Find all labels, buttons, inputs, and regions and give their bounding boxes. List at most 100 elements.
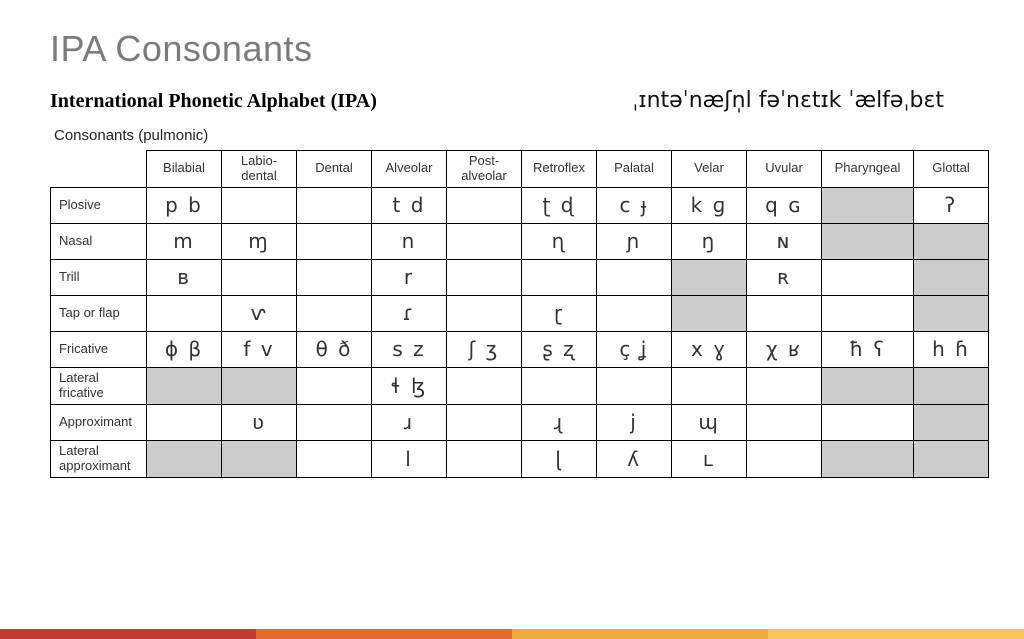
symbol-cell: ɬ ɮ <box>372 367 447 404</box>
symbol-cell: ʀ <box>747 259 822 295</box>
column-header: Pharyngeal <box>822 151 914 188</box>
symbol-cell: ʎ <box>597 440 672 477</box>
column-header: Bilabial <box>147 151 222 188</box>
column-header: Labio-dental <box>222 151 297 188</box>
column-header: Glottal <box>914 151 989 188</box>
symbol-cell <box>147 404 222 440</box>
shaded-cell <box>914 259 989 295</box>
shaded-cell <box>147 367 222 404</box>
row-header: Plosive <box>51 187 147 223</box>
column-header: Retroflex <box>522 151 597 188</box>
table-row: Fricativeɸ βf vθ ðs zʃ ʒʂ ʐç ʝx ɣχ ʁħ ʕh… <box>51 331 989 367</box>
symbol-cell: θ ð <box>297 331 372 367</box>
table-row: Plosivep bt dʈ ɖc ɟk ɡq ɢʔ <box>51 187 989 223</box>
shaded-cell <box>147 440 222 477</box>
symbol-cell: r <box>372 259 447 295</box>
symbol-cell: ɾ <box>372 295 447 331</box>
row-header: Lateralapproximant <box>51 440 147 477</box>
shaded-cell <box>672 295 747 331</box>
symbol-cell: ɲ <box>597 223 672 259</box>
table-row: Lateralfricative ɬ ɮ <box>51 367 989 404</box>
symbol-cell: ʋ <box>222 404 297 440</box>
footer-segment <box>0 629 256 639</box>
slide-title: IPA Consonants <box>50 28 974 70</box>
symbol-cell <box>297 223 372 259</box>
symbol-cell: c ɟ <box>597 187 672 223</box>
symbol-cell <box>147 295 222 331</box>
symbol-cell: j <box>597 404 672 440</box>
symbol-cell: ɽ <box>522 295 597 331</box>
subheading: Consonants (pulmonic) <box>54 127 974 144</box>
row-header: Approximant <box>51 404 147 440</box>
shaded-cell <box>822 367 914 404</box>
symbol-cell <box>447 187 522 223</box>
table-row: Trillʙ r ʀ <box>51 259 989 295</box>
symbol-cell: ɱ <box>222 223 297 259</box>
symbol-cell: ɳ <box>522 223 597 259</box>
column-header: Alveolar <box>372 151 447 188</box>
symbol-cell <box>822 404 914 440</box>
symbol-cell <box>297 404 372 440</box>
symbol-cell: ʈ ɖ <box>522 187 597 223</box>
table-row: Approximant ʋ ɹ ɻjɰ <box>51 404 989 440</box>
symbol-cell <box>447 295 522 331</box>
slide: IPA Consonants International Phonetic Al… <box>0 0 1024 478</box>
symbol-cell: f v <box>222 331 297 367</box>
symbol-cell <box>522 367 597 404</box>
symbol-cell <box>447 440 522 477</box>
symbol-cell <box>747 404 822 440</box>
symbol-cell: ɸ β <box>147 331 222 367</box>
symbol-cell: ɴ <box>747 223 822 259</box>
symbol-cell: l <box>372 440 447 477</box>
symbol-cell <box>222 259 297 295</box>
footer-segment <box>768 629 1024 639</box>
column-header: Velar <box>672 151 747 188</box>
header-row: International Phonetic Alphabet (IPA) ˌɪ… <box>50 88 974 113</box>
column-header-row: BilabialLabio-dentalDentalAlveolarPost-a… <box>51 151 989 188</box>
row-header: Lateralfricative <box>51 367 147 404</box>
symbol-cell: k ɡ <box>672 187 747 223</box>
symbol-cell: h ɦ <box>914 331 989 367</box>
symbol-cell: ɻ <box>522 404 597 440</box>
symbol-cell: m <box>147 223 222 259</box>
table-row: Tap or flap ⱱ ɾ ɽ <box>51 295 989 331</box>
symbol-cell: t d <box>372 187 447 223</box>
symbol-cell: x ɣ <box>672 331 747 367</box>
symbol-cell: ŋ <box>672 223 747 259</box>
symbol-cell <box>822 259 914 295</box>
table-head: BilabialLabio-dentalDentalAlveolarPost-a… <box>51 151 989 188</box>
symbol-cell: n <box>372 223 447 259</box>
ipa-heading: International Phonetic Alphabet (IPA) <box>50 90 377 113</box>
symbol-cell: ʟ <box>672 440 747 477</box>
symbol-cell: ɭ <box>522 440 597 477</box>
symbol-cell: s z <box>372 331 447 367</box>
shaded-cell <box>914 223 989 259</box>
symbol-cell: χ ʁ <box>747 331 822 367</box>
row-header: Nasal <box>51 223 147 259</box>
row-header: Trill <box>51 259 147 295</box>
corner-cell <box>51 151 147 188</box>
column-header: Post-alveolar <box>447 151 522 188</box>
symbol-cell: ɰ <box>672 404 747 440</box>
symbol-cell: ⱱ <box>222 295 297 331</box>
symbol-cell <box>522 259 597 295</box>
symbol-cell <box>297 440 372 477</box>
symbol-cell: ɹ <box>372 404 447 440</box>
symbol-cell: ʙ <box>147 259 222 295</box>
symbol-cell <box>672 367 747 404</box>
symbol-cell <box>297 295 372 331</box>
row-header: Fricative <box>51 331 147 367</box>
shaded-cell <box>222 440 297 477</box>
symbol-cell <box>297 367 372 404</box>
row-header: Tap or flap <box>51 295 147 331</box>
shaded-cell <box>822 440 914 477</box>
shaded-cell <box>914 295 989 331</box>
table-row: Lateralapproximant l ɭʎʟ <box>51 440 989 477</box>
symbol-cell: ç ʝ <box>597 331 672 367</box>
symbol-cell <box>597 295 672 331</box>
shaded-cell <box>822 223 914 259</box>
shaded-cell <box>822 187 914 223</box>
symbol-cell <box>747 295 822 331</box>
shaded-cell <box>914 404 989 440</box>
symbol-cell: ħ ʕ <box>822 331 914 367</box>
